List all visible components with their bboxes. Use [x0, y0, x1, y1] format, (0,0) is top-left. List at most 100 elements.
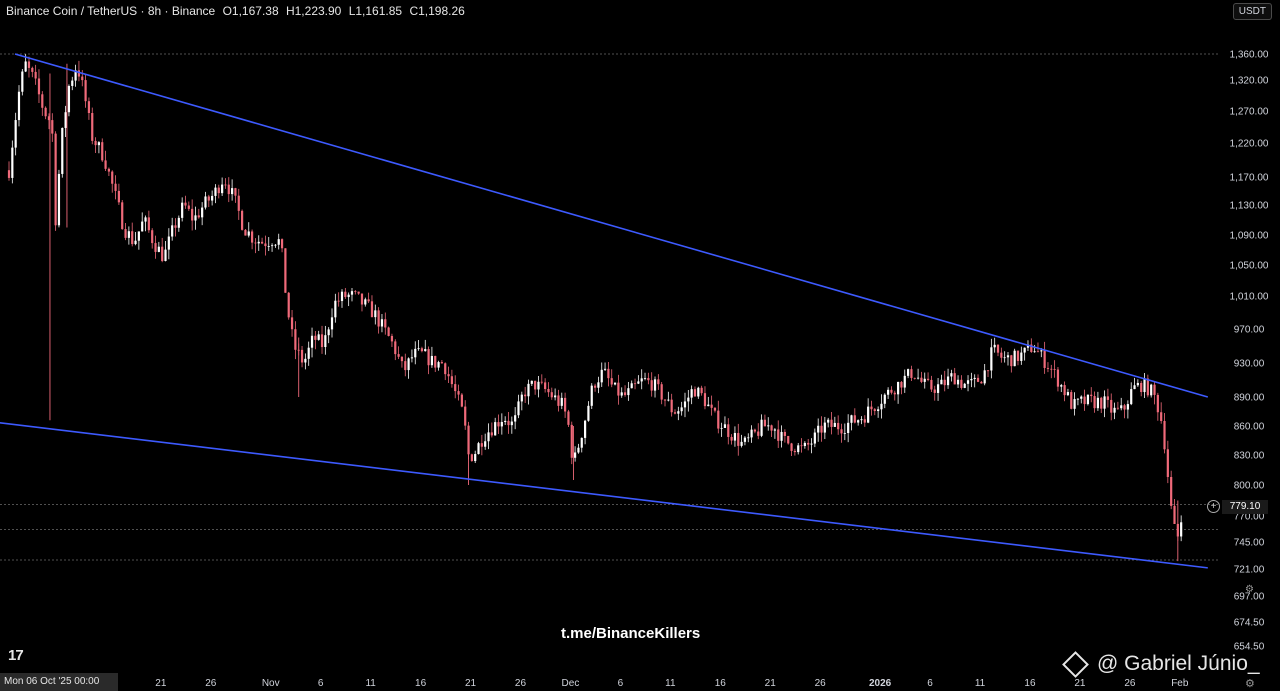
candle-body [1073, 399, 1076, 409]
candle-body [687, 397, 690, 402]
candle-body [284, 248, 287, 293]
candle-body [590, 385, 593, 406]
candle-body [307, 347, 310, 359]
current-price-label: 779.10 [1222, 500, 1268, 514]
candle-body [647, 378, 650, 381]
price-tick-label: 1,360.00 [1230, 50, 1269, 61]
candle-body [620, 392, 623, 396]
candle-body [787, 435, 790, 444]
candle-body [1163, 420, 1166, 450]
candle-body [147, 217, 150, 231]
candle-body [407, 358, 410, 371]
candle-body [547, 389, 550, 393]
candles [7, 54, 1183, 562]
candle-body [420, 348, 424, 352]
candle-body [993, 344, 996, 348]
candle-body [530, 380, 533, 384]
candle-body [1086, 394, 1090, 405]
candle-body [630, 383, 633, 389]
candle-body [1016, 350, 1020, 361]
candle-body [807, 442, 810, 445]
candle-body [683, 401, 687, 408]
candle-body [534, 380, 537, 390]
candle-body [327, 329, 330, 336]
time-tick-label: 11 [665, 678, 676, 689]
candle-body [174, 225, 177, 228]
candle-body [540, 381, 543, 383]
candle-body [936, 384, 940, 393]
candle-body [164, 249, 167, 261]
candle-body [697, 387, 700, 397]
candle-body [607, 368, 610, 379]
candle-body [177, 217, 180, 228]
candle-body [7, 170, 11, 178]
time-tick-label: Dec [562, 678, 580, 689]
candle-body [184, 202, 187, 206]
time-tick-label: 21 [155, 678, 167, 689]
candle-body [793, 450, 796, 453]
candle-body [67, 85, 71, 113]
candle-body [613, 382, 617, 385]
candle-body [254, 242, 257, 244]
candle-body [574, 452, 577, 458]
candle-body [667, 399, 670, 401]
candle-body [500, 421, 503, 427]
candle-body [1140, 382, 1143, 393]
candle-body [820, 425, 823, 433]
candle-body [910, 369, 913, 378]
candle-body [214, 187, 217, 196]
candle-body [520, 394, 523, 402]
candle-body [507, 420, 510, 426]
candle-body [890, 389, 893, 393]
candle-body [21, 71, 24, 92]
settings-icon[interactable]: ⚙ [1245, 584, 1254, 595]
candle-body [1090, 394, 1093, 397]
candle-body [54, 133, 57, 226]
time-tick-label: 6 [318, 678, 324, 689]
candle-body [64, 112, 67, 128]
candle-body [560, 397, 563, 406]
gear-icon[interactable]: ⚙ [1245, 678, 1255, 690]
candle-body [623, 392, 627, 396]
candle-body [400, 356, 404, 362]
candle-body [380, 319, 384, 327]
candle-body [1060, 385, 1063, 387]
candle-body [234, 188, 237, 196]
candle-body [1000, 352, 1003, 358]
candle-body [317, 334, 320, 340]
candle-body [627, 388, 630, 396]
candle-body [713, 407, 717, 411]
candle-body [940, 379, 943, 385]
time-tick-label: 26 [205, 678, 217, 689]
candle-body [643, 378, 647, 379]
candle-body [294, 329, 297, 350]
candle-body [17, 91, 21, 121]
candle-body [61, 127, 64, 174]
candle-body [810, 443, 813, 445]
candle-body [1103, 396, 1106, 409]
candle-body [357, 291, 360, 294]
candle-body [31, 67, 34, 72]
add-alert-icon[interactable]: + [1207, 500, 1220, 513]
candle-body [637, 381, 640, 384]
candle-body [1040, 350, 1043, 352]
candle-body [387, 327, 390, 336]
price-tick-label: 890.00 [1234, 393, 1265, 404]
candle-body [750, 429, 753, 438]
currency-button[interactable]: USDT [1232, 3, 1272, 20]
price-tick-label: 674.50 [1234, 618, 1265, 629]
candle-body [860, 419, 863, 421]
candle-body [933, 389, 936, 393]
candle-body [1076, 398, 1080, 400]
candle-body [900, 381, 903, 388]
price-tick-label: 800.00 [1234, 481, 1265, 492]
candle-body [710, 404, 713, 408]
candle-body [1080, 396, 1083, 399]
candle-body [250, 231, 254, 243]
candle-body [617, 382, 620, 396]
candle-body [790, 443, 793, 451]
price-tick-label: 1,220.00 [1230, 139, 1269, 150]
candle-body [410, 357, 414, 359]
candle-body [487, 432, 490, 442]
